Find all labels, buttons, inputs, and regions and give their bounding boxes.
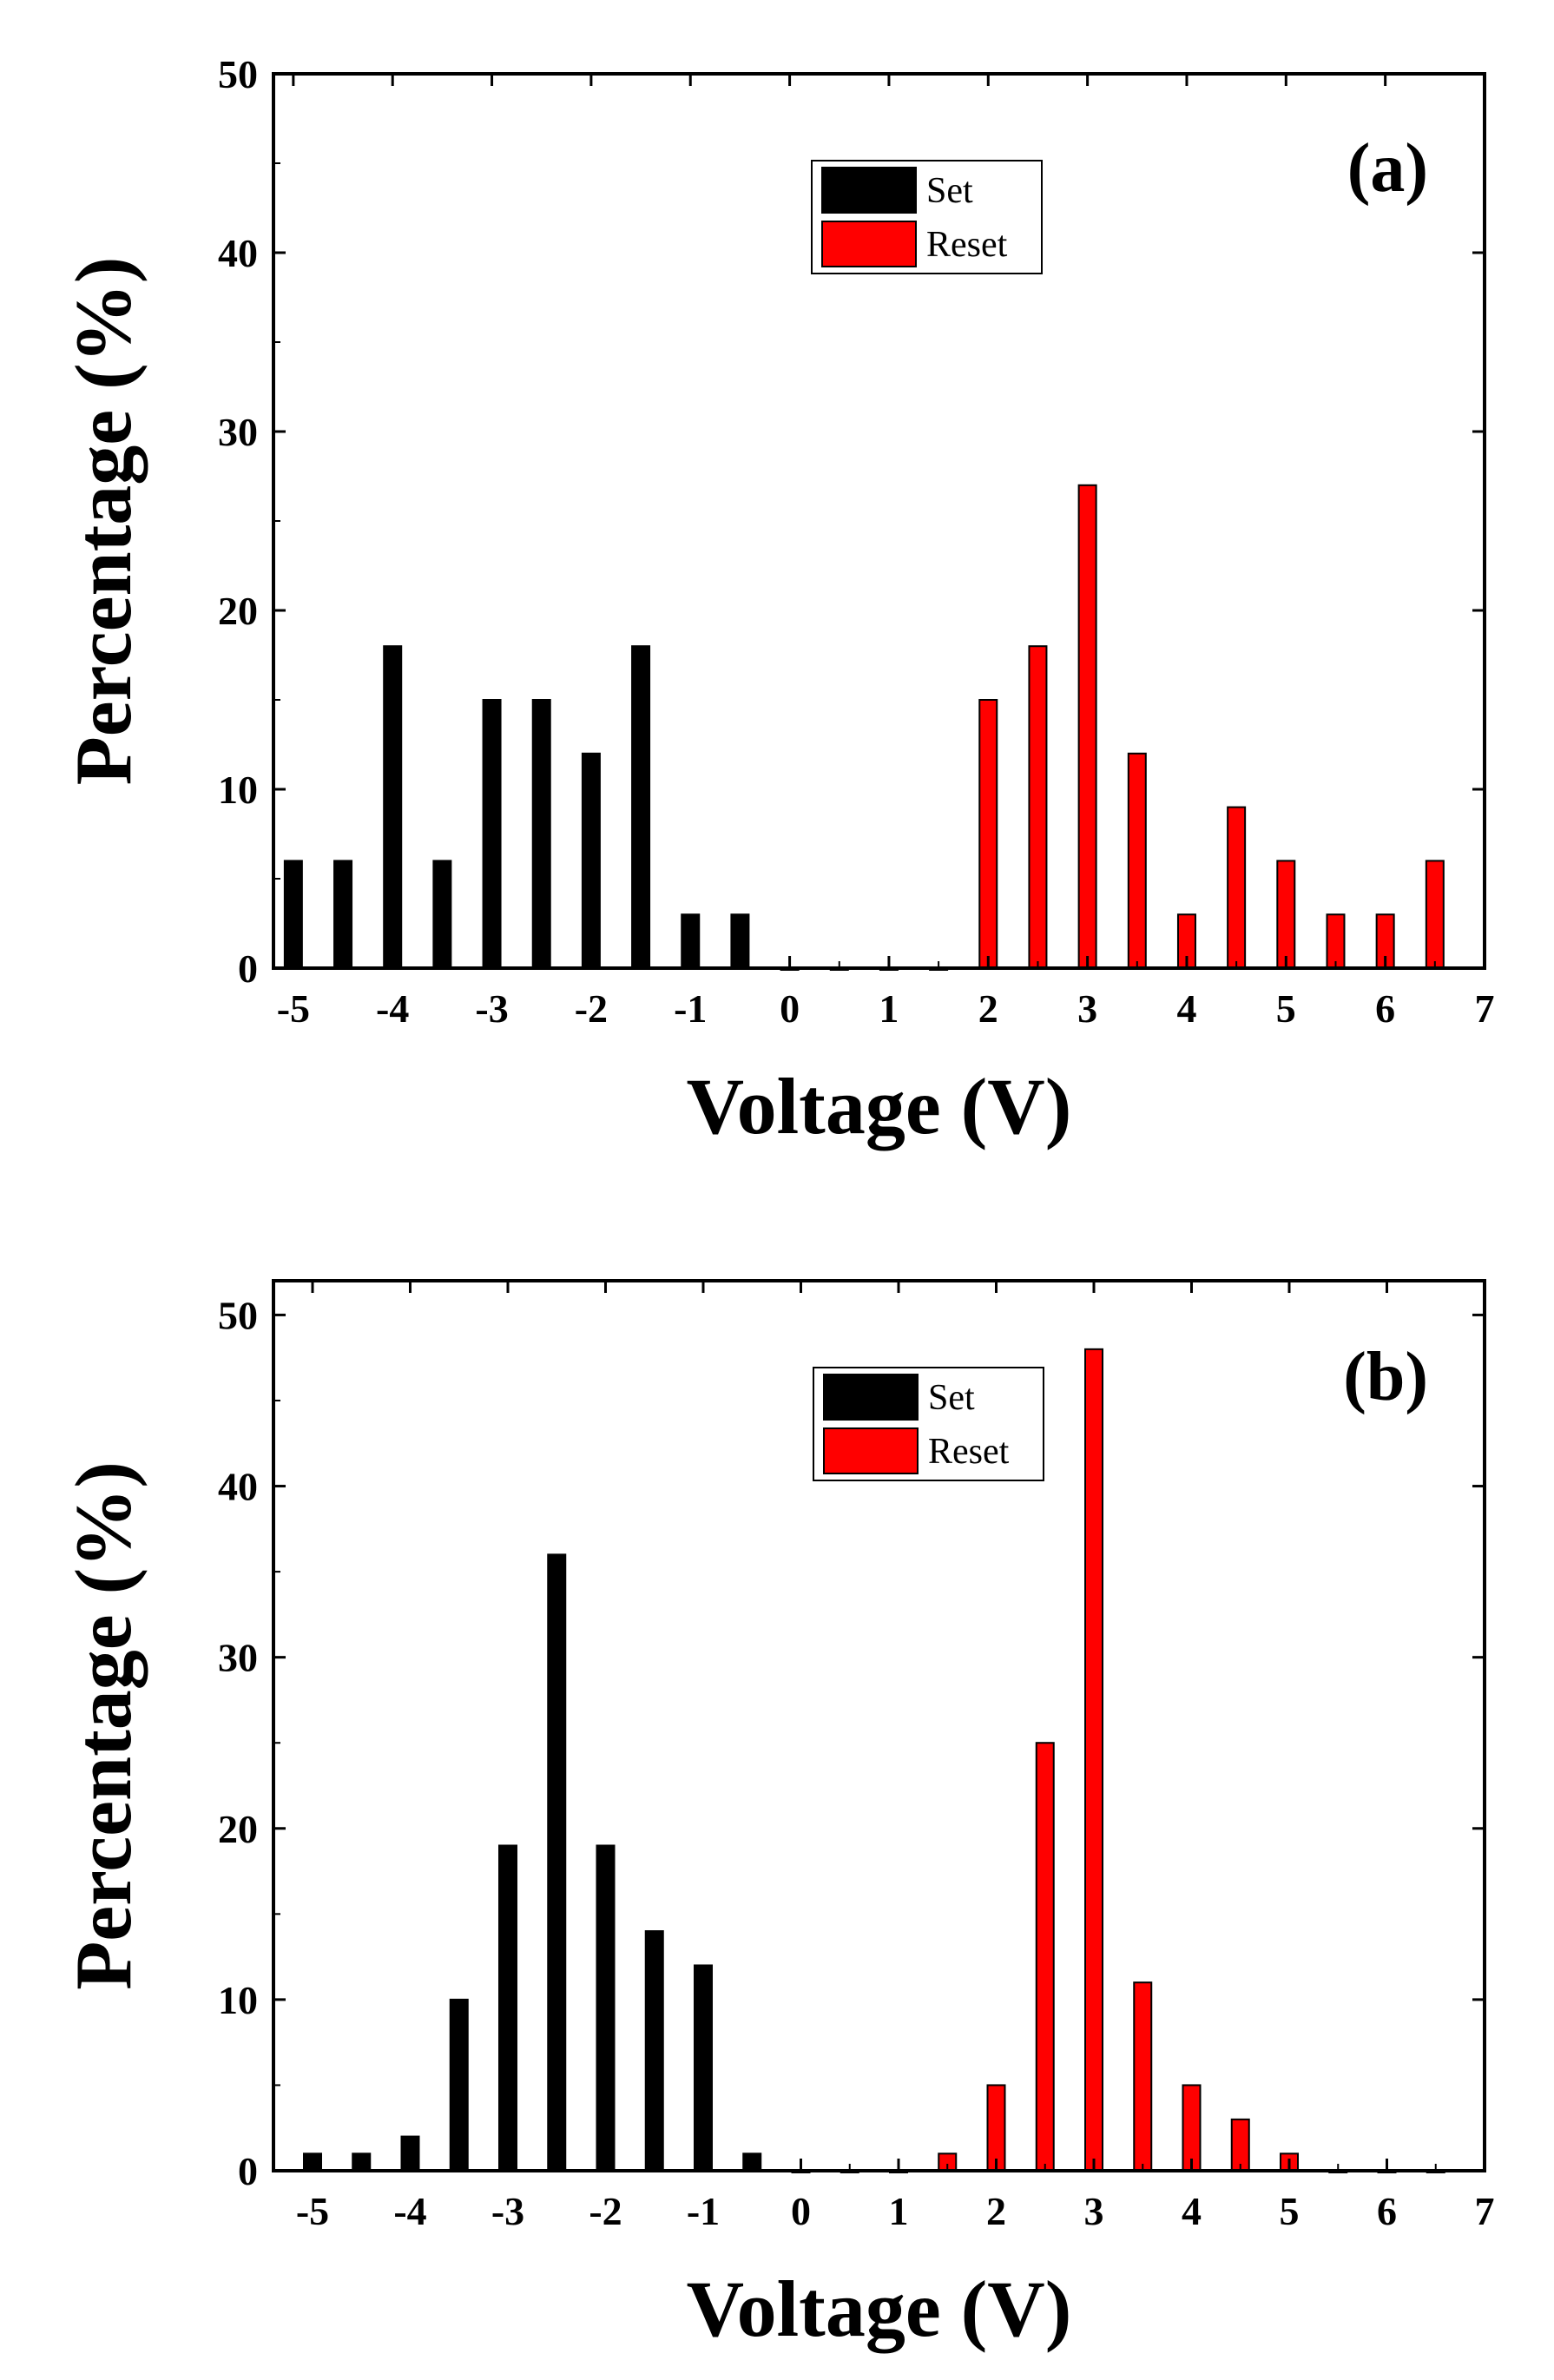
bar-set--1 — [694, 1964, 713, 2172]
bar-set--4 — [383, 645, 403, 969]
y-tick-label: 50 — [218, 1293, 258, 1337]
x-tick-label: -3 — [491, 2189, 524, 2233]
bar-set--3p5 — [449, 1998, 469, 2172]
x-tick-label: -4 — [393, 2189, 426, 2233]
legend-label-reset: Reset — [926, 225, 1008, 265]
bar-reset-2p5 — [1028, 645, 1048, 969]
x-tick-label: -5 — [277, 986, 310, 1031]
legend-label-set: Set — [928, 1378, 975, 1418]
bar-reset-3 — [1084, 1348, 1103, 2172]
panel-label: (b) — [1343, 1339, 1428, 1415]
bar-reset-3p5 — [1127, 752, 1147, 969]
x-tick-label: 1 — [889, 2189, 909, 2233]
bar-set--3p5 — [432, 860, 452, 970]
y-tick-label: 30 — [218, 410, 258, 454]
legend: Set Reset — [811, 160, 1043, 274]
x-tick-label: -1 — [674, 986, 707, 1031]
legend-swatch-reset — [821, 221, 917, 267]
y-tick-label: 20 — [218, 1807, 258, 1851]
bar-reset-2p5 — [1035, 1742, 1055, 2172]
bar-reset-5 — [1276, 860, 1296, 970]
bar-set--0p5 — [730, 913, 750, 969]
y-tick-label: 0 — [238, 2149, 258, 2193]
legend-swatch-set — [823, 1374, 919, 1421]
bar-set--2 — [596, 1844, 616, 2172]
bar-set--4p5 — [333, 860, 353, 970]
x-tick-label: 0 — [780, 986, 800, 1031]
legend-swatch-reset — [823, 1427, 919, 1474]
legend: Set Reset — [813, 1367, 1044, 1481]
bar-set--2p5 — [547, 1553, 567, 2172]
y-tick-label: 30 — [218, 1636, 258, 1680]
y-axis-title: Percentage (%) — [59, 257, 148, 786]
y-tick-label: 40 — [218, 231, 258, 275]
bar-reset-4 — [1182, 2084, 1202, 2172]
x-tick-label: -2 — [575, 986, 608, 1031]
bar-set--2 — [581, 752, 601, 969]
panel-label: (a) — [1347, 130, 1428, 207]
bar-set--2p5 — [531, 699, 551, 969]
x-tick-label: -2 — [589, 2189, 622, 2233]
bar-reset-2 — [978, 699, 998, 969]
plot-frame — [272, 1279, 1486, 2172]
bar-reset-2 — [986, 2084, 1006, 2172]
y-tick-label: 0 — [238, 946, 258, 991]
bar-set--5 — [283, 860, 303, 970]
bar-set--3 — [498, 1844, 517, 2172]
bar-set--3 — [482, 699, 502, 969]
y-tick-label: 40 — [218, 1465, 258, 1509]
bar-reset-4p5 — [1230, 2118, 1250, 2172]
x-tick-label: 1 — [879, 986, 899, 1031]
chart-panel-b: 0 10 20 30 40 50 -5 -4 -3 -2 -1 0 1 2 3 4 5 6 7 Voltage (V)… — [59, 1279, 1495, 2353]
x-tick-label: -1 — [687, 2189, 720, 2233]
x-tick-label: 3 — [1077, 986, 1097, 1031]
x-tick-label: 7 — [1475, 2189, 1495, 2233]
x-tick-label: 2 — [986, 2189, 1006, 2233]
x-tick-label: -5 — [296, 2189, 329, 2233]
y-tick-label: 10 — [218, 1978, 258, 2022]
x-tick-label: 4 — [1182, 2189, 1202, 2233]
bar-reset-3 — [1077, 484, 1097, 969]
legend-label-reset: Reset — [928, 1432, 1010, 1472]
legend-label-set: Set — [926, 171, 973, 211]
x-axis-title: Voltage (V) — [687, 1062, 1072, 1150]
legend-swatch-set — [821, 167, 917, 214]
bar-set--1p5 — [631, 645, 651, 969]
y-axis-title: Percentage (%) — [59, 1461, 148, 1990]
x-tick-label: 3 — [1084, 2189, 1104, 2233]
x-tick-label: -3 — [475, 986, 508, 1031]
x-tick-label: 5 — [1276, 986, 1296, 1031]
bar-set--1p5 — [644, 1930, 664, 2172]
x-tick-label: 6 — [1377, 2189, 1397, 2233]
x-tick-label: 7 — [1475, 986, 1495, 1031]
y-tick-label: 10 — [218, 768, 258, 812]
bar-reset-3p5 — [1133, 1981, 1153, 2172]
x-tick-label: 2 — [978, 986, 998, 1031]
x-tick-label: 5 — [1280, 2189, 1300, 2233]
x-tick-label: 0 — [791, 2189, 811, 2233]
chart-panel-a: 0 10 20 30 40 50 -5 -4 -3 -2 -1 0 1 2 3 4 5 6 7 Voltage (V)… — [59, 52, 1495, 1150]
x-tick-label: 6 — [1375, 986, 1395, 1031]
x-tick-label: -4 — [376, 986, 409, 1031]
x-tick-label: 4 — [1176, 986, 1196, 1031]
bar-reset-4p5 — [1227, 806, 1247, 969]
bar-reset-6p5 — [1425, 860, 1445, 970]
y-tick-label: 20 — [218, 589, 258, 633]
bar-reset-5p5 — [1326, 913, 1346, 969]
y-tick-label: 50 — [218, 52, 258, 96]
x-axis-title: Voltage (V) — [687, 2265, 1072, 2353]
